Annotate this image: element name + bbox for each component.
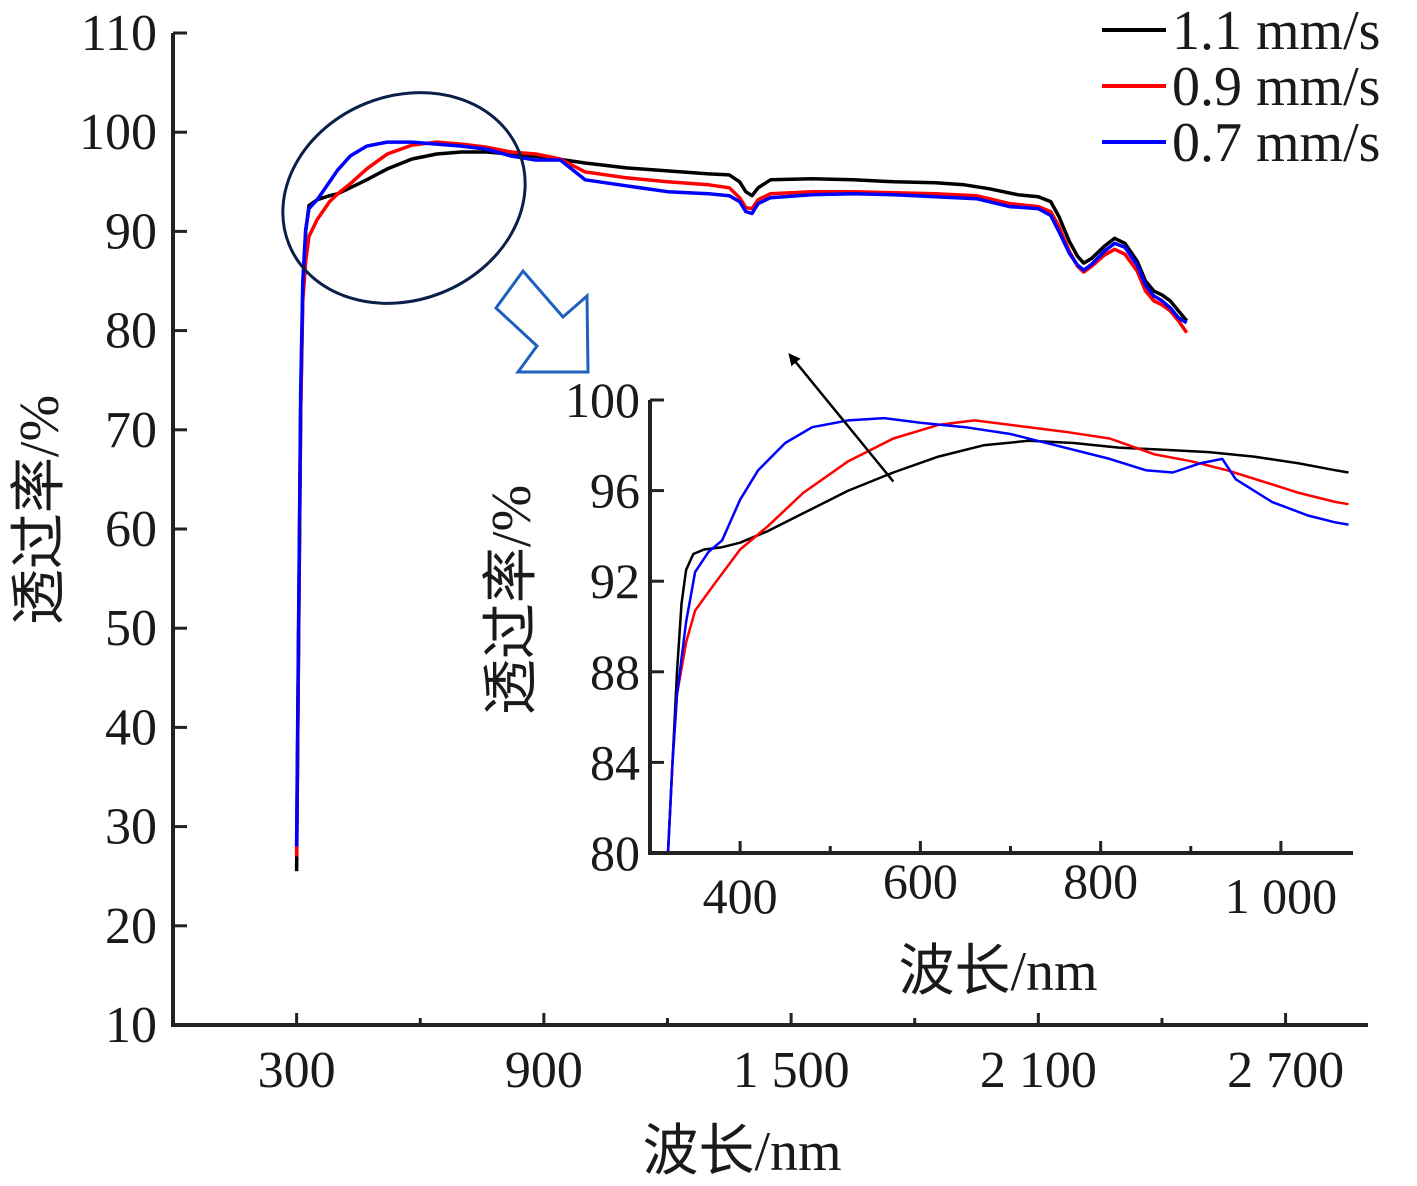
main-y-tick-label: 60 xyxy=(105,501,157,558)
main-series-line-0-9-mm-s xyxy=(294,140,1189,857)
legend-label: 1.1 mm/s xyxy=(1172,0,1380,62)
inset-y-axis-title: 透过率/% xyxy=(481,485,543,715)
inset-y-tick-label: 96 xyxy=(590,463,640,519)
inset-x-axis-title: 波长/nm xyxy=(898,941,1097,1003)
inset-x-tick-label: 800 xyxy=(1063,853,1138,909)
inset-series-lines xyxy=(666,416,1349,854)
main-y-tick-label: 40 xyxy=(105,699,157,756)
legend-label: 0.7 mm/s xyxy=(1172,112,1380,174)
legend: 1.1 mm/s0.9 mm/s0.7 mm/s xyxy=(1102,0,1380,174)
main-series-lines xyxy=(294,140,1189,872)
main-x-tick-label: 2 700 xyxy=(1227,1042,1344,1099)
main-y-tick-label: 50 xyxy=(105,600,157,657)
pointer-arrow xyxy=(494,268,590,374)
main-y-tick-label: 10 xyxy=(105,997,157,1054)
inset-background xyxy=(560,385,1370,1005)
inset-y-tick-label: 100 xyxy=(565,372,640,428)
inset-y-tick-label: 88 xyxy=(590,644,640,700)
main-series-line-0-7-mm-s xyxy=(294,140,1188,847)
main-y-tick-label: 30 xyxy=(105,799,157,856)
inset-axes: 80 84 88 92 96 100 400 600 800 1 000 xyxy=(565,372,1353,924)
highlight-annotation xyxy=(281,91,590,374)
inset-y-tick-label: 84 xyxy=(590,734,640,790)
inset-series-line-1-1-mm-s xyxy=(666,439,1349,854)
main-y-tick-label: 90 xyxy=(105,203,157,260)
main-x-tick-label: 1 500 xyxy=(733,1042,850,1099)
main-y-tick-label: 80 xyxy=(105,303,157,360)
inset-plot: 80 84 88 92 96 100 400 600 800 1 000 波长/nm 透过率/% xyxy=(481,353,1370,1005)
main-x-tick-label: 300 xyxy=(258,1042,336,1099)
main-axes: 10 20 30 40 50 60 70 80 90 100 110 300 900 1 500 2 100… xyxy=(79,5,1368,1099)
main-y-tick-label: 70 xyxy=(105,402,157,459)
main-x-tick-label: 2 100 xyxy=(980,1042,1097,1099)
highlight-ellipse xyxy=(281,91,527,305)
inset-y-tick-label: 80 xyxy=(590,825,640,881)
inset-x-tick-label: 600 xyxy=(883,853,958,909)
inset-x-tick-label: 1 000 xyxy=(1225,868,1338,924)
main-y-tick-label: 110 xyxy=(81,5,157,62)
legend-label: 0.9 mm/s xyxy=(1172,56,1380,118)
main-x-axis-title: 波长/nm xyxy=(642,1121,841,1181)
inset-x-tick-label: 400 xyxy=(703,868,778,924)
main-plot: 10 20 30 40 50 60 70 80 90 100 110 300 900 1 500 2 100… xyxy=(9,5,1368,1183)
main-y-tick-label: 100 xyxy=(79,104,157,161)
inset-y-tick-label: 92 xyxy=(590,553,640,609)
main-y-tick-label: 20 xyxy=(105,898,157,955)
main-x-tick-label: 900 xyxy=(505,1042,583,1099)
inset-series-line-0-7-mm-s xyxy=(666,416,1349,854)
trend-arrow xyxy=(788,353,895,483)
main-y-axis-title: 透过率/% xyxy=(9,395,71,625)
